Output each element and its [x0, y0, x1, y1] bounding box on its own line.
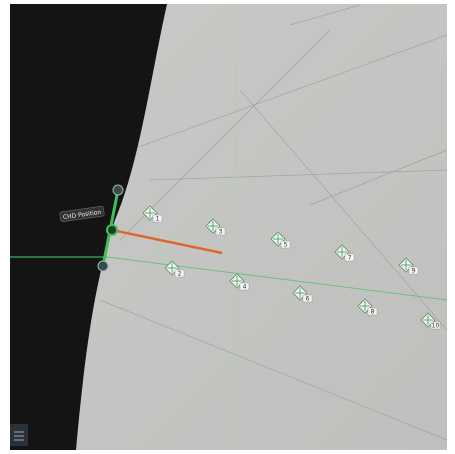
indent-tag [430, 321, 441, 330]
markers: 1 2 3 4 5 6 7 8 9 10 [142, 205, 441, 330]
indent-label: 1 [156, 216, 160, 223]
indent-marker[interactable]: 3 [205, 218, 226, 236]
indent-label: 9 [412, 268, 416, 275]
indent-label: 6 [306, 296, 310, 303]
indent-marker[interactable]: 9 [398, 257, 419, 275]
indent-tag [239, 282, 250, 291]
indent-marker[interactable]: 6 [292, 285, 313, 303]
reference-line [106, 256, 448, 301]
indent-tag [367, 307, 378, 316]
embedding-region [10, 4, 167, 450]
indent-marker[interactable]: 5 [270, 231, 291, 249]
indent-label: 3 [219, 229, 223, 236]
indent-marker[interactable]: 10 [420, 312, 441, 330]
indent-tag [302, 294, 313, 303]
menu-icon[interactable] [10, 424, 28, 446]
indent-label: 2 [178, 271, 182, 278]
indent-tag [174, 269, 185, 278]
indent-marker[interactable]: 4 [229, 273, 250, 291]
indent-label: 7 [348, 255, 352, 262]
depth-line [111, 228, 223, 255]
indent-label: 8 [371, 309, 375, 316]
handle[interactable] [112, 184, 124, 196]
handle[interactable] [97, 260, 109, 272]
indent-label: 4 [243, 284, 247, 291]
indent-tag [152, 214, 163, 223]
indent-tag [280, 240, 291, 249]
menu-button[interactable] [10, 424, 28, 446]
indent-tag [215, 227, 226, 236]
indent-label: 10 [432, 323, 440, 330]
indent-label: 5 [284, 242, 288, 249]
indent-marker[interactable]: 7 [334, 244, 355, 262]
probe-tag-box [59, 205, 105, 223]
indent-marker[interactable]: 2 [164, 260, 185, 278]
indent-tag [344, 253, 355, 262]
indent-marker[interactable]: 1 [142, 205, 163, 223]
indent-marker[interactable]: 8 [357, 298, 378, 316]
handle[interactable] [106, 224, 118, 236]
indent-tag [408, 266, 419, 275]
scratches [99, 4, 448, 441]
